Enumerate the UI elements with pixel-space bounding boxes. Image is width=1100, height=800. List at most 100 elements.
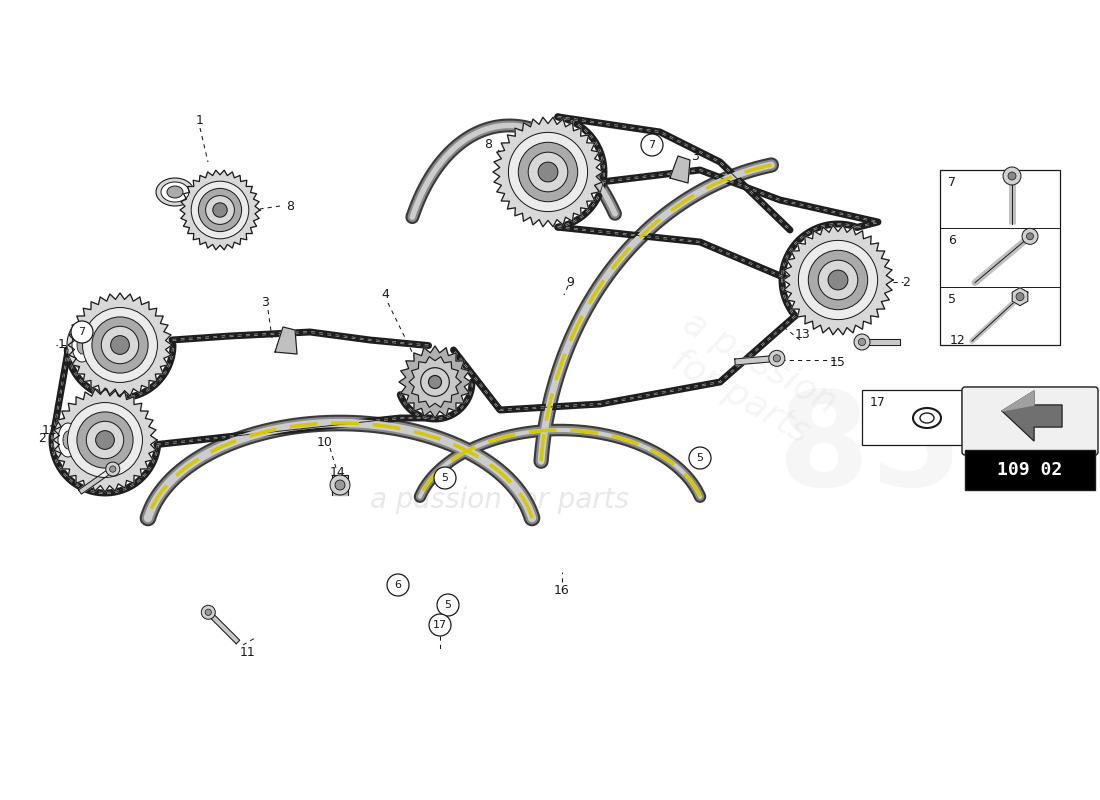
Polygon shape <box>68 293 172 397</box>
Circle shape <box>101 326 139 364</box>
Text: 1: 1 <box>58 338 66 351</box>
Polygon shape <box>409 357 461 407</box>
Text: 109 02: 109 02 <box>998 461 1063 479</box>
Ellipse shape <box>53 417 82 463</box>
Polygon shape <box>180 170 260 250</box>
Circle shape <box>111 336 130 354</box>
Circle shape <box>689 447 711 469</box>
Polygon shape <box>735 355 777 365</box>
Circle shape <box>858 338 866 346</box>
Text: 7: 7 <box>78 327 86 337</box>
Circle shape <box>1016 293 1024 301</box>
Ellipse shape <box>77 336 87 354</box>
Ellipse shape <box>161 182 189 202</box>
Text: 6: 6 <box>948 234 956 247</box>
Circle shape <box>1003 167 1021 185</box>
Circle shape <box>67 402 142 478</box>
Bar <box>965 450 1094 490</box>
Circle shape <box>191 182 249 238</box>
Polygon shape <box>275 327 297 354</box>
Circle shape <box>854 334 870 350</box>
Circle shape <box>641 134 663 156</box>
Circle shape <box>198 188 242 232</box>
Polygon shape <box>862 339 900 345</box>
Circle shape <box>508 132 587 212</box>
Circle shape <box>330 475 350 495</box>
Text: 5: 5 <box>444 600 451 610</box>
Text: 9: 9 <box>566 275 574 289</box>
Text: 5: 5 <box>696 453 704 463</box>
Text: 2: 2 <box>39 431 46 445</box>
Text: 11: 11 <box>240 646 256 658</box>
Circle shape <box>799 240 878 319</box>
Circle shape <box>528 152 568 192</box>
Circle shape <box>110 466 115 472</box>
Circle shape <box>106 462 120 476</box>
Text: 4: 4 <box>381 289 389 302</box>
Circle shape <box>82 307 157 382</box>
Text: 14: 14 <box>330 466 345 478</box>
Circle shape <box>1026 233 1034 240</box>
Text: 5: 5 <box>948 293 956 306</box>
Bar <box>862 390 962 445</box>
Ellipse shape <box>167 186 183 198</box>
Circle shape <box>808 250 868 310</box>
FancyBboxPatch shape <box>962 387 1098 455</box>
Text: 13: 13 <box>795 329 811 342</box>
Text: 7: 7 <box>948 176 956 189</box>
Ellipse shape <box>72 328 92 362</box>
Circle shape <box>77 412 133 468</box>
Polygon shape <box>53 388 157 492</box>
Bar <box>940 170 1060 345</box>
Text: 12: 12 <box>950 334 966 346</box>
Text: 10: 10 <box>317 435 333 449</box>
Text: 16: 16 <box>554 583 570 597</box>
Text: 5: 5 <box>441 473 449 483</box>
Circle shape <box>818 260 858 300</box>
Ellipse shape <box>58 423 78 457</box>
Circle shape <box>92 317 148 373</box>
Polygon shape <box>78 467 114 494</box>
Polygon shape <box>493 118 603 226</box>
Text: 12: 12 <box>42 423 58 437</box>
Text: 6: 6 <box>395 580 402 590</box>
Polygon shape <box>332 475 348 495</box>
Circle shape <box>538 162 558 182</box>
Circle shape <box>429 375 441 389</box>
Circle shape <box>86 422 123 458</box>
Text: 8: 8 <box>286 199 294 213</box>
Text: 3: 3 <box>691 150 698 163</box>
Circle shape <box>434 467 456 489</box>
Text: 15: 15 <box>830 355 846 369</box>
Circle shape <box>206 609 211 615</box>
Ellipse shape <box>63 431 73 449</box>
Circle shape <box>72 321 94 343</box>
Circle shape <box>769 350 784 366</box>
Ellipse shape <box>67 322 97 368</box>
Text: 1: 1 <box>196 114 204 126</box>
Text: 17: 17 <box>433 620 447 630</box>
Circle shape <box>387 574 409 596</box>
Circle shape <box>429 614 451 636</box>
Circle shape <box>212 202 228 218</box>
Polygon shape <box>1002 391 1034 411</box>
Text: 8: 8 <box>484 138 492 150</box>
Text: 17: 17 <box>870 396 886 409</box>
Ellipse shape <box>156 178 194 206</box>
Circle shape <box>420 368 449 396</box>
Circle shape <box>206 195 234 224</box>
Circle shape <box>828 270 848 290</box>
Circle shape <box>1022 228 1038 244</box>
Polygon shape <box>1002 391 1062 441</box>
Text: 7: 7 <box>648 140 656 150</box>
Circle shape <box>201 606 216 619</box>
Polygon shape <box>207 610 240 644</box>
Text: a passion
for parts: a passion for parts <box>658 306 843 454</box>
Circle shape <box>1008 172 1016 180</box>
Polygon shape <box>783 226 893 334</box>
Circle shape <box>518 142 578 202</box>
Text: a passion for parts: a passion for parts <box>371 486 629 514</box>
Polygon shape <box>399 346 471 418</box>
Text: 85: 85 <box>778 386 961 514</box>
Circle shape <box>437 594 459 616</box>
